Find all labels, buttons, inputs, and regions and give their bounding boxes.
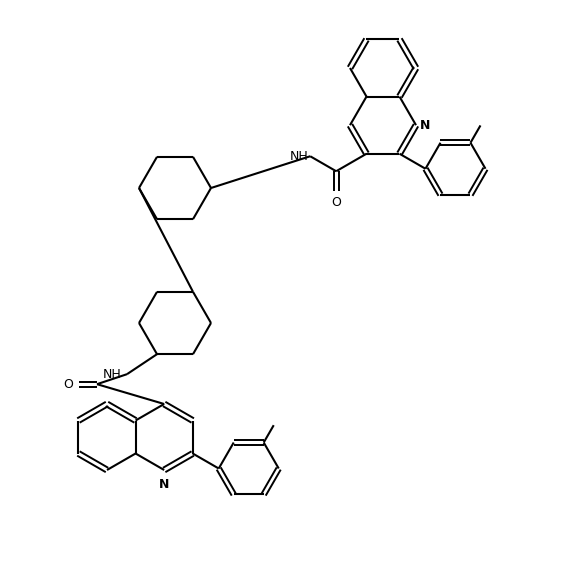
Text: NH: NH: [289, 150, 308, 163]
Text: O: O: [331, 196, 341, 209]
Text: NH: NH: [103, 367, 122, 381]
Text: O: O: [63, 378, 73, 391]
Text: N: N: [420, 119, 430, 132]
Text: N: N: [159, 478, 169, 491]
